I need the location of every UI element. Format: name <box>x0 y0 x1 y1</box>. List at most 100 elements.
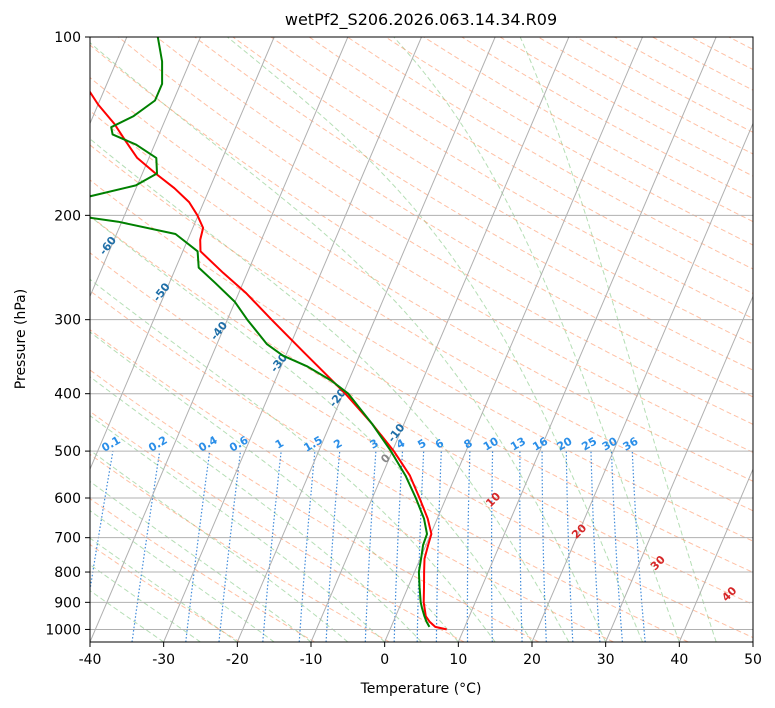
dry-adiabat-line <box>767 37 775 642</box>
mixing-ratio-label: 3 <box>368 437 381 452</box>
mixing-ratio-lines <box>90 450 646 642</box>
x-tick-label: 30 <box>597 652 615 668</box>
dry-adiabat-line <box>308 37 753 295</box>
dry-adiabat-line <box>270 37 753 320</box>
moist-adiabat-line <box>90 449 349 642</box>
y-tick-label: 700 <box>54 531 81 547</box>
dry-adiabat-line <box>385 37 753 246</box>
moist-adiabat-line <box>90 278 496 642</box>
dry-adiabat-line <box>156 37 753 398</box>
isotherm-line <box>310 37 570 642</box>
mixing-ratio-line <box>590 451 601 642</box>
dry-adiabat-label: -70 <box>44 185 67 209</box>
mixing-ratio-line <box>185 451 211 642</box>
mixing-ratio-label: 1 <box>273 437 286 452</box>
dry-adiabat-label: -80 <box>0 140 12 164</box>
x-tick-label: -40 <box>79 652 102 668</box>
y-tick-label: 400 <box>54 387 81 403</box>
dry-adiabat-line <box>347 37 753 270</box>
mixing-ratio-line <box>490 451 494 642</box>
mixing-ratio-label: 2 <box>331 437 344 452</box>
dry-adiabat-line <box>90 76 753 482</box>
mixing-ratio-line <box>364 451 377 642</box>
moist-adiabat-line <box>393 37 680 642</box>
moist-adiabat-line <box>90 215 533 642</box>
dry-adiabat-line <box>576 37 753 133</box>
moist-adiabat-line <box>90 564 201 642</box>
isotherm-line <box>678 467 753 642</box>
mixing-ratio-line <box>610 451 623 642</box>
dry-adiabat-line <box>90 453 390 642</box>
dry-adiabat-line <box>728 37 753 50</box>
dry-adiabat-label: -40 <box>208 319 231 343</box>
isotherm-line <box>384 37 643 642</box>
isotherm-line <box>90 37 275 471</box>
isotherm-line <box>531 122 753 642</box>
y-tick-label: 600 <box>54 491 81 507</box>
plot-frame <box>89 36 754 643</box>
moist-adiabat-line <box>227 37 643 642</box>
moist-adiabat-label: 40 <box>719 584 739 604</box>
x-tick-label: -10 <box>300 652 323 668</box>
mixing-ratio-line <box>435 451 442 642</box>
dry-adiabat-line <box>232 37 753 345</box>
y-tick-label: 800 <box>54 565 81 581</box>
dry-adiabat-line <box>423 37 753 223</box>
moist-adiabat-label: 20 <box>569 521 589 541</box>
isotherm-line <box>605 295 753 642</box>
x-tick-label: -30 <box>152 652 175 668</box>
mixing-ratio-line <box>631 451 646 642</box>
dewpoint-profile-line <box>90 37 431 628</box>
x-axis-label: Temperature (°C) <box>360 681 482 697</box>
dry-adiabat-line <box>90 44 753 453</box>
moist-adiabat-line <box>90 509 275 642</box>
y-axis: 100 200 300 400 500 600 700 800 900 1000 <box>45 30 90 638</box>
x-tick-label: 0 <box>380 652 389 668</box>
dry-adiabat-line <box>690 37 753 71</box>
moist-adiabat-label: 30 <box>648 553 668 573</box>
dry-adiabat-line <box>90 369 540 642</box>
isotherm-line <box>752 640 753 642</box>
dry-adiabat-line <box>90 543 241 642</box>
dry-adiabat-line <box>537 37 753 155</box>
dry-adiabat-line <box>90 290 689 642</box>
moist-adiabat-line <box>519 37 717 642</box>
mixing-ratio-line <box>298 451 316 642</box>
moist-adiabats <box>90 37 717 642</box>
dry-adiabat-label: -30 <box>268 351 291 375</box>
dry-adiabat-line <box>90 144 753 542</box>
dry-adiabat-line <box>90 179 753 573</box>
x-tick-label: 40 <box>670 652 688 668</box>
moist-adiabat-line <box>90 376 422 642</box>
mixing-ratio-label: 8 <box>462 437 475 452</box>
mixing-ratio-line <box>393 451 404 642</box>
x-axis: -40 -30 -20 -10 0 10 20 30 40 50 <box>79 642 762 668</box>
isotherm-line <box>90 37 349 642</box>
adiabat-labels: 0.10.20.40.611.523456810131620253036-100… <box>0 140 740 604</box>
y-tick-label: 1000 <box>45 622 81 638</box>
mixing-ratio-line <box>262 451 282 642</box>
moist-adiabat-line <box>90 415 386 642</box>
x-tick-label: 10 <box>449 652 467 668</box>
dry-adiabat-line <box>90 498 315 642</box>
x-tick-label: -20 <box>226 652 249 668</box>
y-axis-label: Pressure (hPa) <box>13 289 29 389</box>
mixing-ratio-line <box>90 450 114 594</box>
mixing-ratio-line <box>541 451 547 642</box>
dry-adiabat-line <box>90 252 753 639</box>
x-tick-label: 50 <box>744 652 762 668</box>
chart-title: wetPf2_S206.2026.063.14.34.R09 <box>285 10 557 30</box>
moist-adiabat-line <box>90 589 164 642</box>
y-tick-label: 300 <box>54 313 81 329</box>
dry-adiabat-line <box>90 329 614 642</box>
mixing-ratio-label: 6 <box>433 436 446 451</box>
mixing-ratio-line <box>131 451 161 642</box>
x-tick-label: 20 <box>523 652 541 668</box>
isotherm-line <box>457 37 717 642</box>
profile-series <box>90 37 447 631</box>
mixing-ratio-line <box>325 451 341 642</box>
dry-adiabat-line <box>90 410 465 642</box>
dry-adiabat-label: -10 <box>385 421 408 445</box>
plot-area: 0.10.20.40.611.523456810131620253036-100… <box>0 37 775 642</box>
